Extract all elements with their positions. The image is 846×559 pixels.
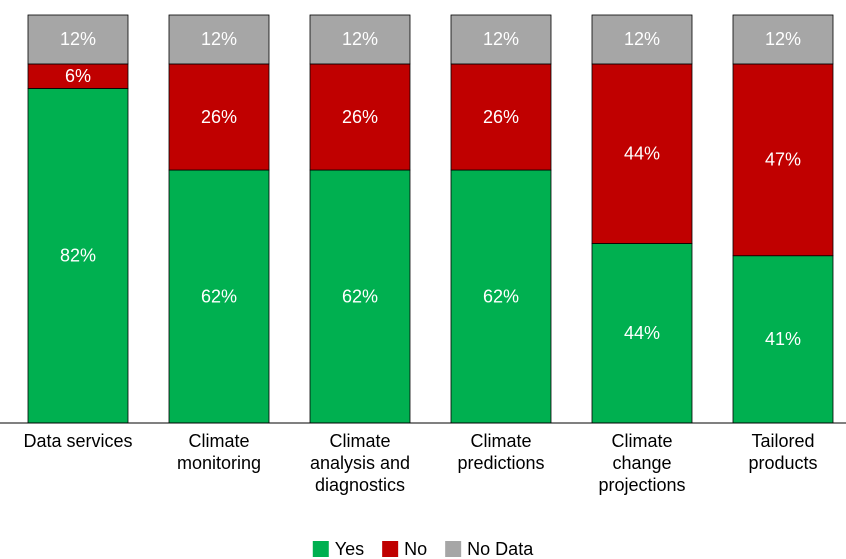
value-label: 12% xyxy=(201,29,237,49)
value-label: 12% xyxy=(765,29,801,49)
value-label: 82% xyxy=(60,245,96,265)
value-label: 62% xyxy=(342,286,378,306)
bar-segment xyxy=(450,169,552,424)
value-label: 62% xyxy=(483,286,519,306)
bar-segment xyxy=(591,14,693,65)
x-tick-label: Tailored products xyxy=(748,431,818,473)
bar-segment xyxy=(309,169,411,424)
value-label: 12% xyxy=(483,29,519,49)
bar-segment xyxy=(309,63,411,171)
x-tick-label: Data services xyxy=(23,431,133,451)
value-label: 6% xyxy=(65,66,91,86)
x-tick-label: Climate analysis and diagnostics xyxy=(309,431,411,495)
value-label: 26% xyxy=(201,107,237,127)
legend-swatch xyxy=(312,541,329,557)
legend-swatch xyxy=(445,541,462,557)
value-label: 12% xyxy=(60,29,96,49)
bar-segment xyxy=(591,243,693,424)
legend-label: No Data xyxy=(467,539,534,559)
value-label: 12% xyxy=(342,29,378,49)
bar-segment xyxy=(168,14,270,65)
bar-segment xyxy=(309,14,411,65)
value-label: 26% xyxy=(342,107,378,127)
x-tick-label: Climate monitoring xyxy=(176,431,262,473)
value-label: 47% xyxy=(765,150,801,170)
legend-label: No xyxy=(404,539,427,559)
value-label: 44% xyxy=(624,323,660,343)
bar-segment xyxy=(732,255,834,424)
value-label: 41% xyxy=(765,329,801,349)
bar-segment xyxy=(450,14,552,65)
bar-segment xyxy=(168,63,270,171)
value-label: 12% xyxy=(624,29,660,49)
bar-segment xyxy=(732,14,834,65)
bar-segment xyxy=(27,63,129,89)
x-tick-label: Climate predictions xyxy=(457,431,545,473)
legend-label: Yes xyxy=(335,539,364,559)
value-label: 44% xyxy=(624,143,660,163)
legend-swatch xyxy=(382,541,399,557)
x-tick-label: Climate change projections xyxy=(598,431,686,495)
bar-segment xyxy=(450,63,552,171)
bar-segment xyxy=(168,169,270,424)
value-label: 62% xyxy=(201,286,237,306)
value-label: 26% xyxy=(483,107,519,127)
bar-segment xyxy=(27,14,129,65)
bar-segment xyxy=(732,63,834,257)
bar-segment xyxy=(27,88,129,424)
